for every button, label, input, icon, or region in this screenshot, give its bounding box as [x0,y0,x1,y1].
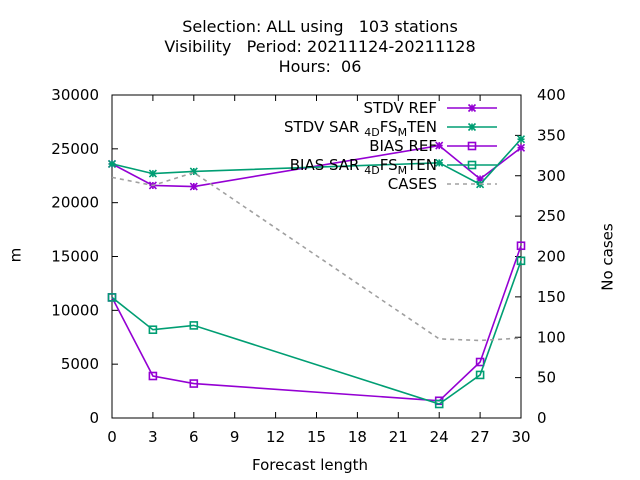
y-tick-label: 0 [89,409,99,427]
x-tick-label: 24 [430,428,449,446]
x-marker [189,182,198,191]
y-tick-label: 30000 [51,86,99,104]
x-tick-label: 27 [471,428,490,446]
data-point-marker [516,135,526,144]
square-marker [467,160,477,170]
square-marker [107,293,117,302]
data-point-marker [476,174,485,184]
x-marker [148,169,157,178]
x-tick-label: 18 [348,428,367,446]
series-2 [107,241,526,406]
square-marker [148,371,158,381]
x-tick-label: 15 [307,428,326,446]
square-marker [467,141,477,151]
chart-title-line-2: Visibility Period: 20211124-20211128 [164,37,476,56]
y2-tick-label: 250 [537,207,566,225]
series-line [111,144,522,188]
series-0 [107,141,526,191]
y2-tick-label: 350 [537,126,566,144]
y2-axis-title: No cases [598,223,617,291]
legend-label: CASES [388,175,437,193]
x-tick-label: 30 [511,428,530,446]
series-line [111,260,522,405]
square-marker [475,370,485,380]
chart-title-line-1: Selection: ALL using 103 stations [182,17,458,36]
square-marker [189,321,199,330]
square-marker [434,399,444,409]
x-marker [189,167,198,176]
series-line [111,138,522,186]
y2-tick-label: 100 [537,328,566,346]
x-marker [435,141,444,150]
data-point-marker [189,182,198,191]
y2-tick-label: 50 [537,369,556,387]
legend-label: STDV REF [363,99,437,117]
x-tick-label: 3 [148,428,158,446]
y2-tick-label: 150 [537,288,566,306]
square-marker [516,241,526,251]
data-point-marker [435,158,444,167]
data-point-marker [467,122,477,132]
square-marker [148,325,158,335]
legend-label: BIAS SAR 4DFSMTEN [290,156,437,177]
series-3 [107,256,526,409]
series-line [111,171,522,342]
data-point-marker [516,143,526,152]
square-marker [189,379,199,388]
y2-tick-label: 300 [537,167,566,185]
data-point-marker [148,169,157,178]
y-tick-label: 25000 [51,140,99,158]
data-point-marker [467,103,477,113]
x-marker [516,135,526,144]
y2-tick-label: 400 [537,86,566,104]
y-tick-label: 20000 [51,194,99,212]
x-marker [467,122,477,132]
x-marker [107,159,117,168]
series-4 [111,171,522,342]
y-tick-label: 15000 [51,248,99,266]
x-axis-title: Forecast length [252,456,369,474]
legend-label: STDV SAR 4DFSMTEN [284,118,437,139]
data-point-marker [189,167,198,176]
y2-tick-label: 200 [537,248,566,266]
y-tick-label: 5000 [61,355,99,373]
x-tick-label: 21 [389,428,408,446]
x-marker [476,174,485,184]
square-marker [516,256,526,266]
chart-title-line-3: Hours: 06 [278,57,362,76]
x-marker [435,158,444,167]
x-tick-label: 12 [266,428,285,446]
data-point-marker [107,159,117,168]
square-marker [475,357,485,367]
x-tick-label: 6 [189,428,199,446]
y-axis-title: m [6,247,25,263]
y-tick-label: 10000 [51,301,99,319]
x-tick-label: 9 [230,428,240,446]
x-tick-label: 0 [107,428,117,446]
series-line [111,245,522,402]
x-marker [467,103,477,113]
legend-label: BIAS REF [369,137,437,155]
x-marker [516,143,526,152]
y2-tick-label: 0 [537,409,547,427]
data-point-marker [435,141,444,150]
